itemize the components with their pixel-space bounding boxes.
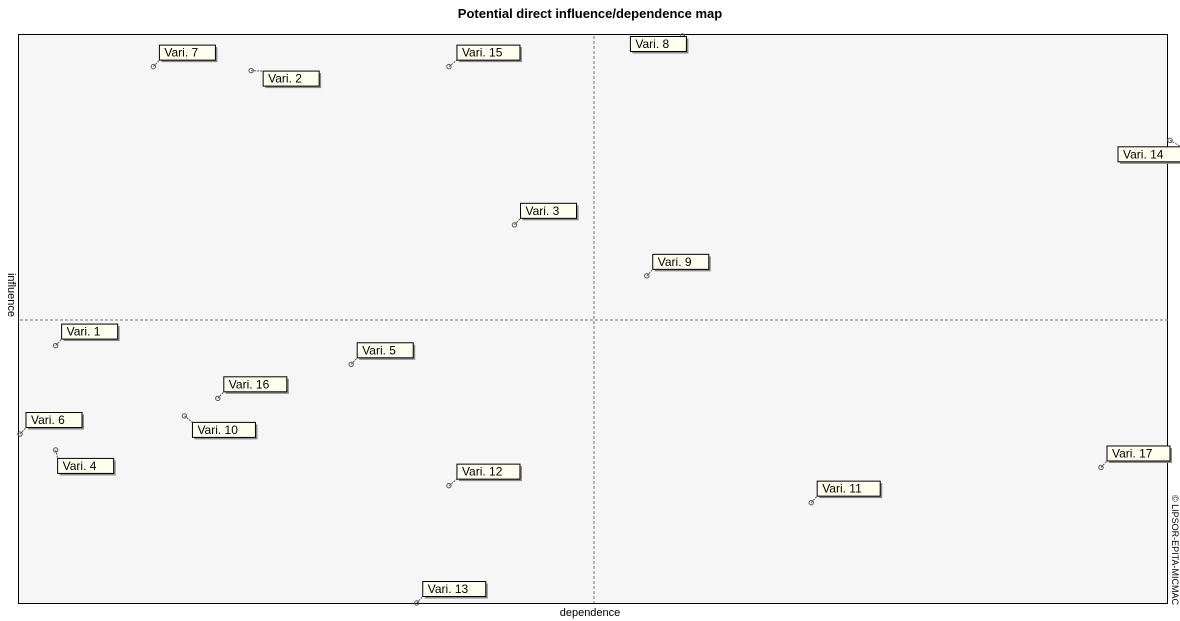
leader-line <box>448 59 458 68</box>
label-box <box>223 376 288 393</box>
point-label: Vari. 17 <box>1112 446 1153 460</box>
leader-line <box>1100 460 1108 468</box>
leader-line <box>55 338 63 346</box>
data-point <box>52 447 59 453</box>
point-label: Vari. 9 <box>658 255 692 269</box>
point-label: Vari. 3 <box>526 204 560 218</box>
point-label: Vari. 7 <box>164 46 198 60</box>
label-box <box>629 36 687 52</box>
data-point <box>248 67 254 74</box>
data-point <box>181 413 188 419</box>
label-box <box>422 581 487 597</box>
label-box <box>652 253 710 270</box>
leader-line <box>448 478 458 487</box>
label-box <box>158 44 216 61</box>
data-point <box>150 63 157 70</box>
label-box <box>456 44 521 61</box>
point-label: Vari. 13 <box>428 582 469 596</box>
data-point <box>644 273 650 279</box>
data-point <box>446 482 452 489</box>
leader-line <box>1169 139 1180 147</box>
leader-line <box>55 449 59 459</box>
label-box <box>262 70 320 87</box>
point-label: Vari. 5 <box>362 343 396 357</box>
label-box <box>356 342 414 359</box>
label-box <box>816 480 881 497</box>
data-point <box>808 499 814 506</box>
leader-line <box>810 495 818 503</box>
leader-line <box>514 217 521 226</box>
plot-area <box>18 34 1168 604</box>
label-box <box>1106 445 1171 462</box>
label-box <box>191 421 256 438</box>
point-label: Vari. 15 <box>462 46 503 60</box>
data-point <box>17 431 23 437</box>
data-point <box>1098 464 1104 471</box>
leader-line <box>217 391 225 399</box>
point-label: Vari. 14 <box>1123 147 1164 161</box>
point-label: Vari. 8 <box>635 37 669 51</box>
data-point <box>1167 137 1173 144</box>
data-point <box>511 222 518 228</box>
label-box <box>1117 146 1180 163</box>
leader-line <box>416 596 424 604</box>
label-box <box>520 202 577 219</box>
point-label: Vari. 11 <box>822 482 862 496</box>
label-box <box>456 463 521 480</box>
leader-line <box>19 427 27 435</box>
point-label: Vari. 1 <box>67 325 101 339</box>
chart-title: Potential direct influence/dependence ma… <box>457 6 723 21</box>
data-point <box>414 600 420 606</box>
x-axis-label: dependence <box>559 607 621 619</box>
label-box <box>61 323 119 340</box>
point-label: Vari. 6 <box>31 413 65 427</box>
point-label: Vari. 2 <box>268 72 302 86</box>
label-box <box>25 412 83 429</box>
point-label: Vari. 10 <box>197 423 238 437</box>
data-point <box>52 342 59 349</box>
label-box <box>57 457 115 474</box>
leader-line <box>350 357 358 365</box>
data-point <box>215 395 221 402</box>
data-point <box>348 361 354 367</box>
leader-line <box>646 269 654 277</box>
leader-line <box>251 70 264 72</box>
point-label: Vari. 4 <box>63 459 97 473</box>
leader-line <box>184 415 193 423</box>
point-label: Vari. 16 <box>229 377 270 391</box>
point-label: Vari. 12 <box>462 465 503 479</box>
data-point <box>446 63 452 70</box>
leader-line <box>153 59 160 67</box>
